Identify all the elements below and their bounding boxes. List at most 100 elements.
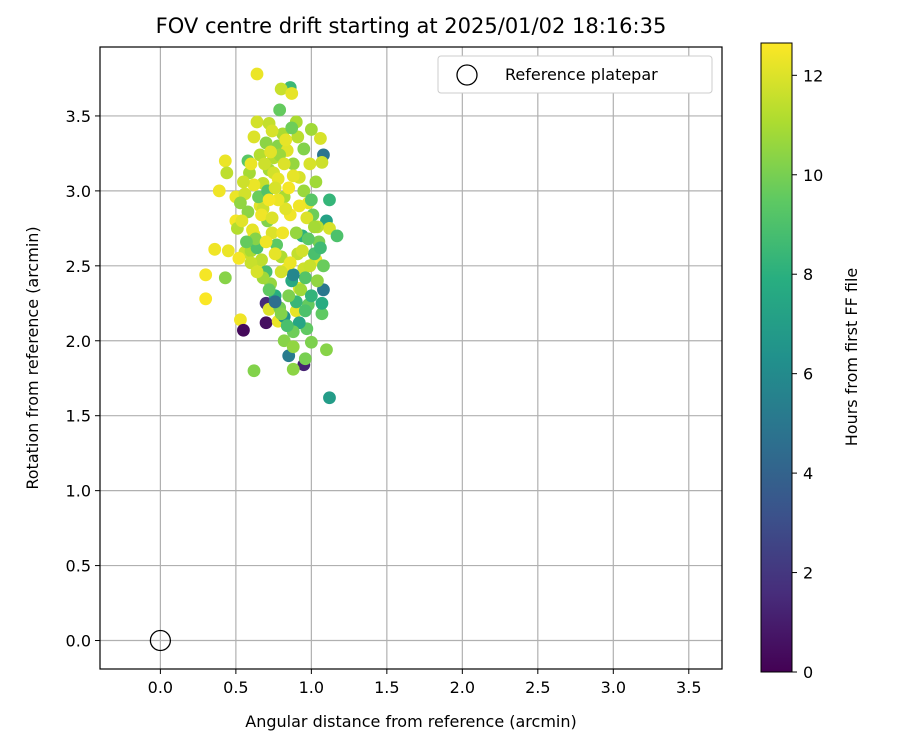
- data-point: [317, 259, 330, 273]
- data-point: [286, 362, 300, 376]
- colorbar-tick-label: 10: [803, 166, 823, 185]
- data-point: [218, 154, 232, 168]
- data-point: [304, 335, 318, 349]
- data-point: [297, 142, 311, 156]
- data-point: [303, 157, 317, 171]
- data-point: [317, 283, 330, 297]
- data-point: [208, 242, 222, 256]
- data-point: [212, 184, 226, 198]
- data-point: [259, 316, 273, 330]
- data-point: [323, 391, 336, 405]
- data-point: [314, 132, 327, 145]
- data-point: [274, 82, 288, 96]
- data-point: [291, 130, 305, 144]
- data-points: [199, 67, 344, 405]
- colorbar-tick-label: 4: [803, 464, 813, 483]
- data-point: [218, 271, 232, 285]
- data-point: [301, 232, 315, 246]
- y-tick-label: 1.5: [66, 407, 91, 426]
- data-point: [265, 226, 279, 240]
- data-point: [283, 256, 297, 270]
- data-point: [221, 244, 235, 258]
- data-point: [247, 130, 261, 144]
- data-point: [280, 319, 294, 333]
- data-point: [300, 211, 314, 225]
- data-point: [282, 289, 296, 303]
- data-point: [304, 289, 318, 303]
- x-tick-label: 3.5: [676, 678, 701, 697]
- data-point: [237, 175, 250, 189]
- data-point: [277, 157, 291, 171]
- data-point: [285, 87, 299, 100]
- data-point: [250, 265, 264, 279]
- x-tick-label: 0.0: [148, 678, 173, 697]
- data-point: [298, 271, 312, 285]
- data-point: [258, 157, 271, 171]
- data-point: [250, 67, 264, 81]
- data-point: [309, 175, 323, 189]
- data-point: [240, 235, 253, 249]
- plot-area: [100, 47, 722, 669]
- data-point: [262, 193, 276, 207]
- legend-reference-label: Reference platepar: [505, 65, 658, 84]
- data-point: [262, 283, 276, 297]
- x-tick-label: 3.0: [601, 678, 626, 697]
- y-tick-label: 3.0: [66, 182, 91, 201]
- data-point: [292, 316, 306, 330]
- data-point: [232, 251, 246, 265]
- y-axis-ticks: 0.0 0.5 1.0 1.5 2.0 2.5 3.0 3.5: [66, 107, 100, 651]
- data-point: [255, 208, 268, 222]
- reference-point: [149, 629, 172, 652]
- data-point: [241, 205, 255, 219]
- data-point: [220, 166, 234, 180]
- data-point: [199, 292, 213, 306]
- data-point: [277, 334, 291, 348]
- data-point: [276, 226, 290, 240]
- data-point: [303, 259, 317, 273]
- data-point: [286, 157, 300, 171]
- data-point: [265, 211, 279, 225]
- data-point: [310, 274, 324, 288]
- data-point: [294, 283, 308, 297]
- data-point: [315, 156, 329, 169]
- data-point: [315, 307, 329, 321]
- data-point: [268, 247, 282, 261]
- legend-box: [437, 55, 713, 94]
- colorbar-tick-label: 0: [803, 663, 813, 682]
- data-point: [244, 256, 258, 270]
- data-point: [259, 235, 273, 249]
- data-point: [247, 364, 261, 378]
- data-point: [265, 124, 279, 138]
- data-point: [286, 169, 300, 183]
- x-tick-label: 0.5: [223, 678, 248, 697]
- data-point: [199, 268, 213, 282]
- data-point: [295, 244, 309, 258]
- x-tick-label: 1.0: [299, 678, 324, 697]
- data-point: [237, 323, 250, 337]
- data-point: [264, 145, 277, 159]
- data-point: [304, 123, 318, 136]
- data-point: [298, 304, 312, 318]
- data-point: [330, 229, 344, 243]
- reference-marker: [149, 629, 172, 652]
- data-point: [286, 268, 300, 282]
- colorbar-tick-label: 2: [803, 564, 813, 583]
- data-point: [274, 265, 288, 279]
- data-point: [235, 214, 249, 228]
- x-axis-ticks: 0.0 0.5 1.0 1.5 2.0 2.5 3.0 3.5: [148, 669, 702, 697]
- data-point: [286, 340, 300, 354]
- x-tick-label: 2.0: [450, 678, 475, 697]
- x-axis-label: Angular distance from reference (arcmin): [245, 712, 576, 731]
- data-point: [268, 181, 282, 195]
- y-tick-label: 2.0: [66, 332, 91, 351]
- legend-reference-marker: [456, 64, 478, 86]
- data-point: [279, 133, 293, 147]
- data-point: [289, 304, 303, 318]
- data-point: [307, 220, 321, 234]
- data-point: [314, 241, 327, 255]
- colorbar-tick-label: 6: [803, 365, 813, 384]
- data-point: [285, 121, 299, 135]
- data-point: [234, 196, 247, 210]
- data-point: [320, 343, 333, 357]
